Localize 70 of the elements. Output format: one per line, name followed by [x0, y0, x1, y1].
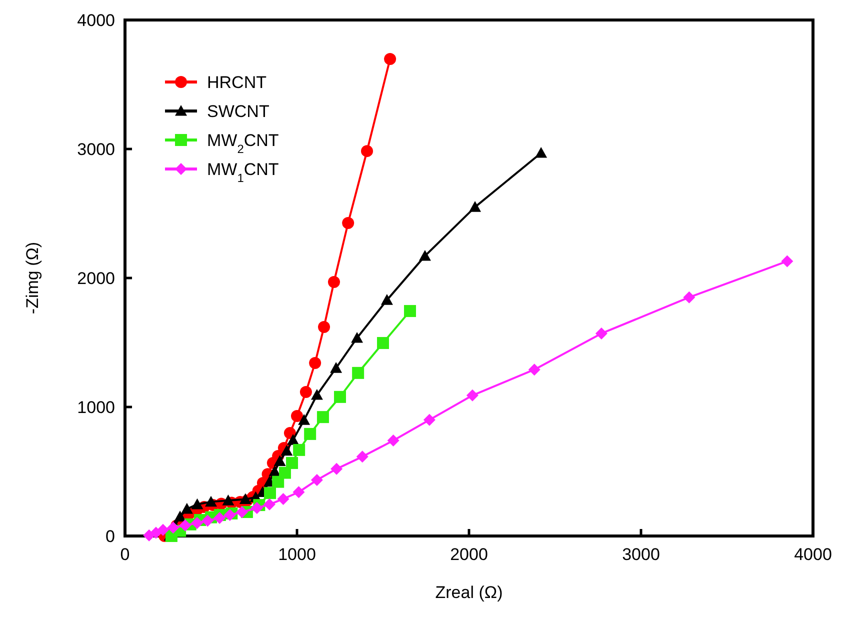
y-tick-label: 4000 — [77, 11, 115, 30]
point — [418, 250, 431, 261]
y-axis-title: -Zimg (Ω) — [23, 242, 42, 314]
point — [250, 502, 263, 514]
point — [239, 493, 252, 504]
point — [334, 390, 346, 403]
point — [330, 462, 343, 475]
point — [330, 362, 342, 373]
point — [528, 364, 540, 376]
point — [263, 498, 276, 510]
point — [342, 217, 354, 230]
y-tick-label: 2000 — [77, 269, 115, 288]
point — [351, 332, 364, 343]
y-tick-label: 3000 — [77, 140, 115, 159]
point — [278, 466, 291, 479]
point — [316, 411, 329, 424]
point — [377, 337, 389, 350]
point — [274, 455, 286, 466]
legend-label: MW$_{2}$CNT — [207, 131, 279, 156]
y-tick-label: 0 — [106, 527, 115, 546]
point — [466, 389, 478, 402]
point — [280, 444, 293, 456]
y-tick-label: 1000 — [77, 398, 115, 417]
point — [180, 502, 193, 514]
point — [277, 492, 290, 505]
point — [191, 498, 204, 510]
point — [287, 434, 300, 445]
point — [361, 145, 374, 158]
point — [236, 506, 248, 518]
point — [205, 496, 217, 507]
point — [293, 444, 306, 456]
x-tick-label: 4000 — [794, 545, 832, 564]
point — [356, 450, 368, 463]
point — [286, 456, 298, 469]
point — [202, 514, 214, 527]
point — [781, 255, 794, 268]
point — [309, 357, 322, 370]
x-tick-label: 2000 — [450, 545, 488, 564]
point — [469, 201, 482, 212]
point — [298, 414, 310, 425]
point — [264, 487, 276, 500]
point — [423, 414, 436, 426]
point — [384, 52, 396, 65]
point — [310, 474, 323, 486]
legend-label: MW$_{1}$CNT — [207, 160, 279, 185]
point — [683, 291, 696, 304]
legend-label: HRCNT — [207, 73, 266, 92]
point — [292, 486, 305, 498]
x-tick-label: 1000 — [278, 545, 316, 564]
point — [291, 410, 303, 422]
x-tick-label: 3000 — [622, 545, 660, 564]
point — [318, 321, 330, 334]
x-tick-label: 0 — [120, 545, 130, 564]
point — [179, 519, 192, 532]
x-axis-title: Zreal (Ω) — [435, 583, 503, 602]
point — [157, 524, 170, 536]
point — [352, 366, 364, 379]
point — [222, 494, 234, 506]
point — [387, 434, 400, 447]
point — [191, 516, 204, 529]
point — [304, 428, 316, 440]
point — [214, 512, 226, 524]
point — [535, 147, 548, 158]
point — [310, 389, 323, 400]
point — [328, 276, 340, 288]
legend-label: SWCNT — [207, 102, 270, 121]
point — [380, 294, 393, 305]
point — [300, 386, 312, 398]
point — [404, 305, 416, 318]
point — [595, 327, 608, 340]
